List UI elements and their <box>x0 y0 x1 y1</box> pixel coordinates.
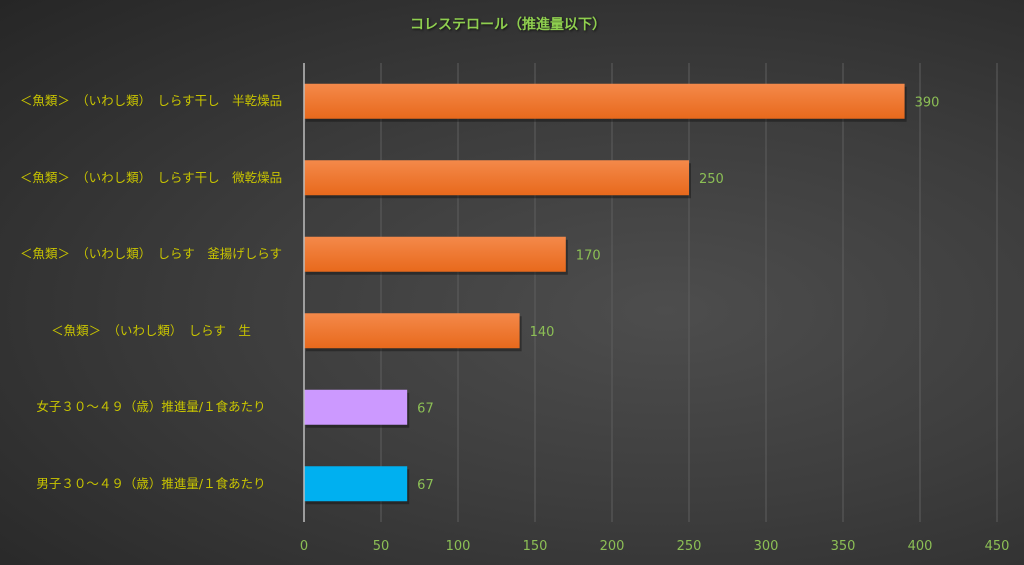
x-tick-label: 300 <box>754 539 779 554</box>
bar <box>304 466 408 502</box>
x-tick-label: 250 <box>677 539 702 554</box>
bar <box>304 313 520 349</box>
data-label: 140 <box>530 325 555 340</box>
category-label-text: 女子３０～４９（歳）推進量/１食あたり <box>36 399 266 415</box>
category-label: ＜魚類＞ （いわし類） しらす 釜揚げしらす <box>6 224 296 284</box>
category-label: 女子３０～４９（歳）推進量/１食あたり <box>6 377 296 437</box>
bar <box>304 160 689 196</box>
data-label: 67 <box>417 478 434 493</box>
x-tick-label: 100 <box>446 539 471 554</box>
category-label-text: ＜魚類＞ （いわし類） しらす 釜揚げしらす <box>19 246 282 262</box>
category-label: ＜魚類＞ （いわし類） しらす干し 微乾燥品 <box>6 148 296 208</box>
data-label: 170 <box>576 248 601 263</box>
category-label-text: 男子３０～４９（歳）推進量/１食あたり <box>36 475 266 491</box>
x-tick-label: 400 <box>908 539 933 554</box>
category-label-text: ＜魚類＞ （いわし類） しらす干し 微乾燥品 <box>19 169 283 185</box>
bar <box>304 389 408 425</box>
category-label-text: ＜魚類＞ （いわし類） しらす干し 半乾燥品 <box>19 93 283 109</box>
category-label: ＜魚類＞ （いわし類） しらす干し 半乾燥品 <box>6 71 296 131</box>
bar <box>304 236 566 272</box>
data-label: 67 <box>417 401 434 416</box>
data-label: 250 <box>699 172 724 187</box>
x-tick-label: 150 <box>523 539 548 554</box>
category-label-text: ＜魚類＞ （いわし類） しらす 生 <box>51 322 251 338</box>
data-label: 390 <box>915 95 940 110</box>
x-tick-label: 50 <box>373 539 390 554</box>
x-tick-label: 0 <box>300 539 308 554</box>
chart-title: コレステロール（推進量以下） <box>410 17 606 33</box>
category-label: 男子３０～４９（歳）推進量/１食あたり <box>6 454 296 514</box>
category-label: ＜魚類＞ （いわし類） しらす 生 <box>6 301 296 361</box>
bar <box>304 83 905 119</box>
x-tick-label: 450 <box>985 539 1010 554</box>
x-tick-label: 350 <box>831 539 856 554</box>
x-tick-label: 200 <box>600 539 625 554</box>
